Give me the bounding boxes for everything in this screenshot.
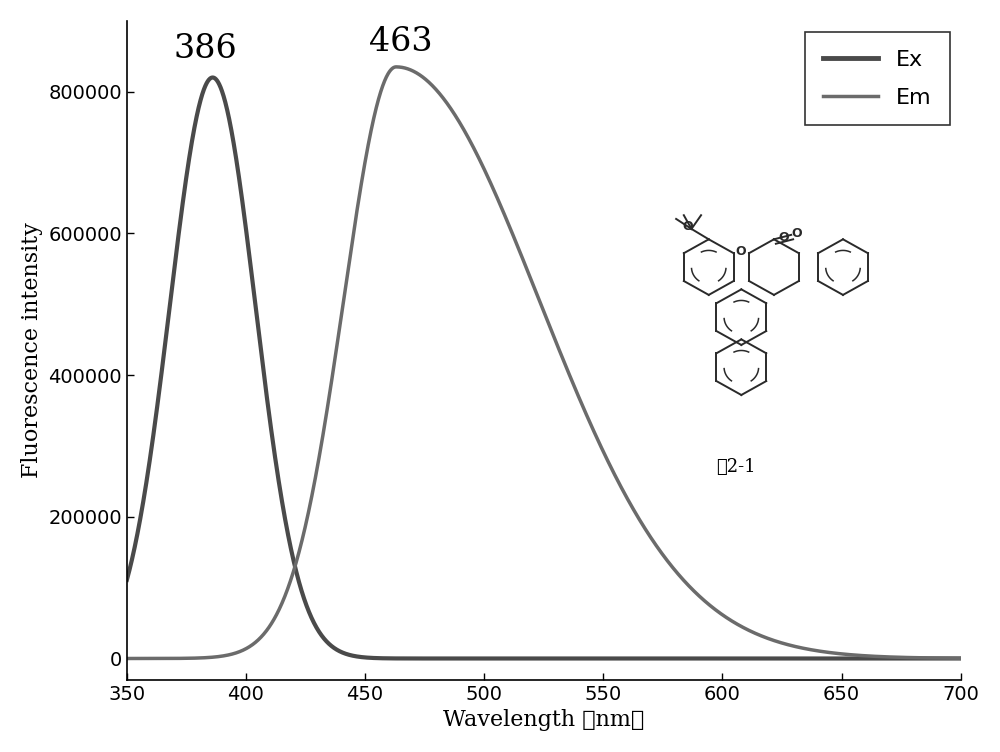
Em <box>390 62 402 71</box>
Text: 386: 386 <box>174 33 237 65</box>
Line: Em: Em <box>127 67 961 659</box>
Ex <box>441 654 453 663</box>
Em <box>939 653 951 663</box>
Y-axis label: Fluorescence intensity: Fluorescence intensity <box>21 223 43 478</box>
Em <box>216 652 228 661</box>
Ex <box>266 429 278 438</box>
Legend: Ex, Em: Ex, Em <box>805 32 950 126</box>
Em <box>441 99 453 108</box>
Ex <box>955 654 967 663</box>
Em <box>121 654 133 663</box>
Text: 463: 463 <box>369 26 433 59</box>
Ex <box>121 575 133 584</box>
Em <box>477 162 489 171</box>
Ex <box>207 73 219 82</box>
Ex <box>216 87 228 96</box>
Ex <box>939 654 951 663</box>
Ex <box>477 654 489 663</box>
Ex <box>849 654 861 663</box>
Em <box>849 650 861 660</box>
X-axis label: Wavelength （nm）: Wavelength （nm） <box>443 709 644 731</box>
Em <box>955 653 967 663</box>
Line: Ex: Ex <box>127 77 961 659</box>
Em <box>265 619 277 628</box>
